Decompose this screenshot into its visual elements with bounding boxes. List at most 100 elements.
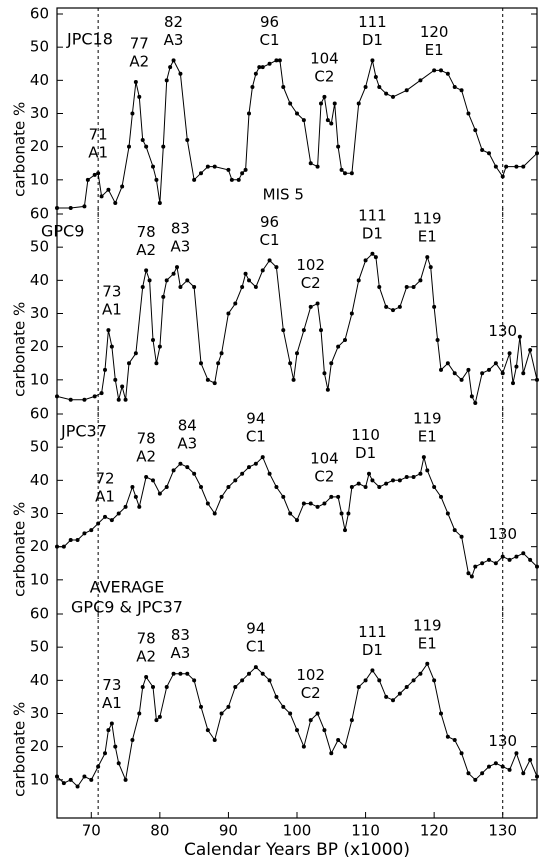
data-point xyxy=(281,494,286,499)
data-point xyxy=(281,84,286,89)
data-point xyxy=(363,84,368,89)
panel-subtitle: GPC9 & JPC37 xyxy=(71,598,183,617)
data-point xyxy=(226,704,231,709)
data-point xyxy=(260,671,265,676)
panel-title: JPC37 xyxy=(60,422,107,441)
data-point xyxy=(514,554,519,559)
data-point xyxy=(133,494,138,499)
data-point xyxy=(240,678,245,683)
data-point xyxy=(171,58,176,63)
data-point xyxy=(106,728,111,733)
data-point xyxy=(336,494,341,499)
data-point xyxy=(144,268,149,273)
data-point xyxy=(500,764,505,769)
data-point xyxy=(171,468,176,473)
data-point xyxy=(137,94,142,99)
data-line xyxy=(56,253,538,405)
data-point xyxy=(356,278,361,283)
data-point xyxy=(185,465,190,470)
data-point xyxy=(260,268,265,273)
data-point xyxy=(487,151,491,156)
data-point xyxy=(288,711,293,716)
data-point xyxy=(109,344,114,349)
data-point xyxy=(435,338,440,343)
annotation-age: 72 xyxy=(95,469,114,487)
data-point xyxy=(106,187,111,192)
y-tick-label: 20 xyxy=(30,737,49,755)
data-point xyxy=(459,534,464,539)
data-point xyxy=(332,101,337,106)
annotation-label: A2 xyxy=(136,448,156,466)
data-point xyxy=(137,504,142,509)
data-point xyxy=(439,711,443,716)
y-tick-label: 40 xyxy=(30,271,49,289)
annotation-label: C2 xyxy=(301,684,321,702)
data-point xyxy=(144,675,149,680)
data-point xyxy=(521,371,526,376)
data-point xyxy=(106,328,111,333)
data-point xyxy=(397,691,402,696)
annotation-label: C1 xyxy=(246,428,266,446)
data-point xyxy=(363,484,368,489)
data-point xyxy=(89,528,94,533)
data-point xyxy=(473,564,478,569)
data-point xyxy=(439,367,443,372)
data-point xyxy=(127,144,131,149)
annotation-label: E1 xyxy=(418,228,437,246)
data-point xyxy=(267,258,272,263)
annotation-age: 130 xyxy=(488,732,517,750)
data-point xyxy=(329,494,334,499)
data-point xyxy=(339,167,344,172)
data-point xyxy=(349,171,354,176)
data-point xyxy=(432,304,437,309)
annotation-label: C2 xyxy=(301,274,321,292)
data-point xyxy=(325,118,330,123)
annotation-age: 96 xyxy=(260,213,279,231)
data-point xyxy=(308,161,313,166)
y-tick-label: 10 xyxy=(30,570,49,588)
annotation-age: 130 xyxy=(488,322,517,340)
data-point xyxy=(428,265,433,270)
data-point xyxy=(226,311,231,316)
data-point xyxy=(288,101,293,106)
data-point xyxy=(504,164,509,169)
data-point xyxy=(55,774,59,779)
annotation-age: 83 xyxy=(171,626,190,644)
data-point xyxy=(103,367,107,372)
annotation-label: E1 xyxy=(425,41,444,59)
data-point xyxy=(373,75,378,80)
data-point xyxy=(391,308,395,313)
data-point xyxy=(363,258,368,263)
data-point xyxy=(391,698,395,703)
data-point xyxy=(404,88,409,93)
data-point xyxy=(260,65,265,70)
data-point xyxy=(356,481,361,486)
data-point xyxy=(535,564,539,569)
data-point xyxy=(301,501,306,506)
data-point xyxy=(75,784,80,789)
y-tick-label: 20 xyxy=(30,337,49,355)
annotation-label: D1 xyxy=(355,444,376,462)
data-point xyxy=(247,111,251,116)
y-tick-label: 60 xyxy=(30,205,49,223)
data-point xyxy=(164,278,169,283)
data-point xyxy=(233,478,238,483)
annotation-label: E1 xyxy=(418,428,437,446)
data-point xyxy=(295,111,299,116)
data-point xyxy=(96,521,101,526)
data-point xyxy=(370,668,375,673)
data-point xyxy=(517,334,522,339)
data-point xyxy=(349,311,354,316)
x-tick-label: 70 xyxy=(82,822,101,840)
y-axis-label: carbonate % xyxy=(11,302,29,397)
annotation-age: 78 xyxy=(137,630,156,648)
data-point xyxy=(319,328,323,333)
x-tick-label: 110 xyxy=(351,822,380,840)
data-point xyxy=(411,475,416,480)
annotation-label: A2 xyxy=(136,241,156,259)
data-point xyxy=(157,344,162,349)
annotation-label: A1 xyxy=(102,301,122,319)
data-point xyxy=(120,384,125,389)
data-point xyxy=(329,361,334,366)
